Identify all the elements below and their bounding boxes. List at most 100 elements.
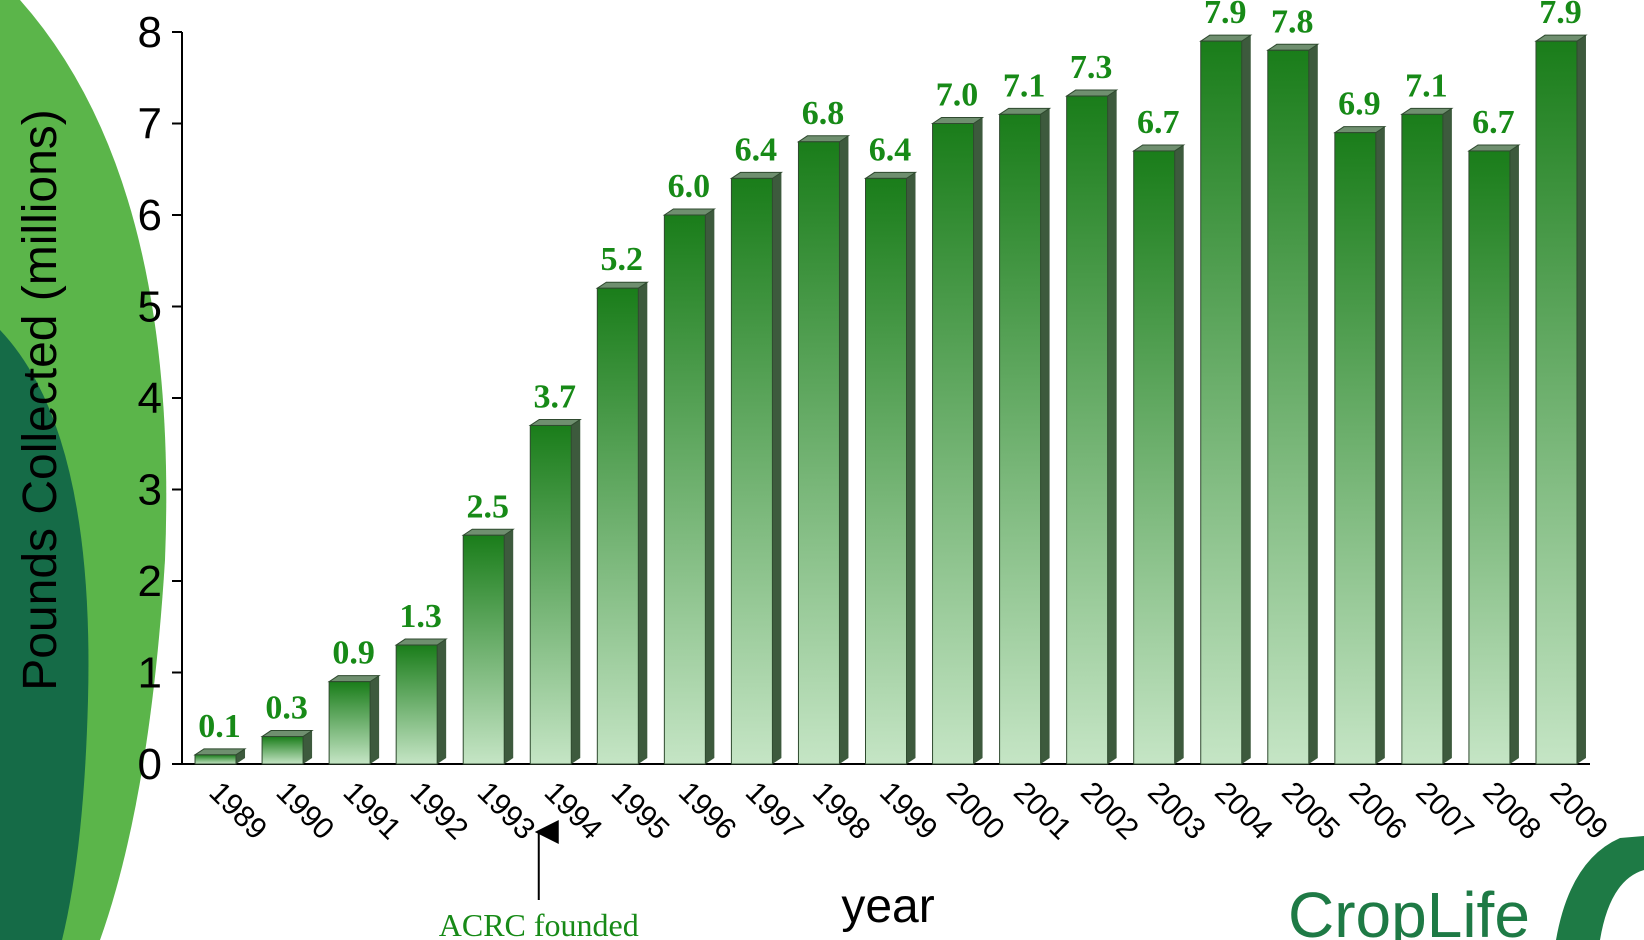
x-tick-label: 1996 [672,776,743,847]
bar-top [1534,34,1588,42]
bar-top [863,171,918,179]
x-tick-label: 1991 [337,776,408,847]
swoosh-dark [0,330,89,940]
bar-top [461,528,515,536]
annotation: ACRC founded [439,820,639,940]
data-label: 7.1 [1003,67,1046,104]
bar-front [1468,150,1511,765]
bar-1989: 0.1 [193,708,247,765]
bar-side [303,730,313,764]
data-label: 2.5 [466,488,509,525]
bar-2007: 7.1 [1400,67,1454,765]
data-label: 6.7 [1472,104,1515,141]
x-tick-label: 1994 [538,776,609,847]
x-tick-label: 1995 [605,776,676,847]
data-label: 7.0 [936,77,979,114]
bar-side [638,282,648,764]
bar-2002: 7.3 [1064,49,1119,765]
bar-side [1308,44,1318,765]
bar-side [772,172,782,764]
bar-1994: 3.7 [528,378,582,765]
y-tick-label: 7 [138,100,162,149]
bar-top [528,418,582,426]
bar-front [1133,150,1176,765]
bar-side [1107,90,1117,765]
data-label: 6.0 [668,168,711,205]
x-tick-label: 1989 [203,776,274,847]
bar-front [730,177,773,765]
bar-top [595,281,649,289]
bar-side [1174,144,1184,764]
bar-1996: 6.0 [662,168,717,765]
bar-1992: 1.3 [394,598,448,765]
y-tick-label: 6 [138,191,162,240]
x-tick-label: 1999 [873,776,944,847]
bar-top [1333,126,1387,134]
x-ticks: 1989199019911992199319941995199619971998… [203,776,1614,847]
bar-front [999,113,1042,765]
data-label: 7.9 [1204,0,1247,31]
bar-front [1535,40,1578,765]
data-label: 0.3 [265,690,308,727]
bar-front [932,123,975,765]
data-label: 7.9 [1539,0,1582,31]
bar-top [1199,34,1253,42]
data-label: 6.7 [1137,104,1180,141]
bar-top [260,730,314,738]
data-label: 7.1 [1405,67,1448,104]
bar-2001: 7.1 [997,67,1052,765]
data-label: 7.3 [1070,49,1113,86]
data-label: 7.8 [1271,3,1314,40]
bar-top [394,638,448,646]
x-tick-label: 2003 [1141,776,1212,847]
background-swoosh [0,0,167,940]
bar-2009: 7.9 [1534,0,1588,765]
data-label: 0.1 [198,708,241,745]
data-label: 3.7 [534,378,577,415]
x-tick-label: 2001 [1007,776,1078,847]
x-tick-label: 1990 [270,776,341,847]
bar-side [1442,108,1452,765]
bar-side [437,639,447,764]
bar-side [1576,35,1586,764]
bar-side [571,419,581,764]
bar-1991: 0.9 [327,635,381,765]
bar-front [663,214,706,765]
bar-front [1334,132,1377,765]
data-label: 1.3 [399,598,442,635]
x-tick-label: 1997 [739,776,810,847]
x-tick-label: 2000 [940,776,1011,847]
bar-side [1375,126,1385,764]
y-axis-label: Pounds Collected (millions) [14,109,67,691]
annotation-text: ACRC founded [439,907,639,940]
bar-front [529,424,572,765]
bar-top [327,675,381,683]
bar-side [1509,144,1519,764]
y-tick-label: 1 [138,649,162,698]
bar-top [1400,107,1454,115]
bar-top [997,107,1052,115]
bar-1998: 6.8 [796,95,851,765]
bar-top [729,171,784,179]
x-tick-label: 1992 [404,776,475,847]
croplife-logo: CropLife [1288,836,1644,940]
bar-side [973,117,983,764]
x-tick-label: 2006 [1342,776,1413,847]
data-label: 6.9 [1338,86,1381,123]
bar-top [1132,144,1186,152]
bar-front [1200,40,1243,765]
bar-side [705,209,715,764]
bar-front [1066,95,1109,765]
bar-front [261,736,304,765]
x-axis-label: year [841,880,934,933]
y-ticks: 0 1 2 3 4 5 6 7 8 [138,8,182,789]
bar-front [462,534,505,765]
y-tick-label: 3 [138,466,162,515]
bar-2008: 6.7 [1467,104,1521,765]
logo-leaf [1556,836,1644,940]
bar-front [596,287,639,765]
bar-1993: 2.5 [461,488,515,765]
bar-1999: 6.4 [863,131,918,765]
bar-top [796,135,851,143]
